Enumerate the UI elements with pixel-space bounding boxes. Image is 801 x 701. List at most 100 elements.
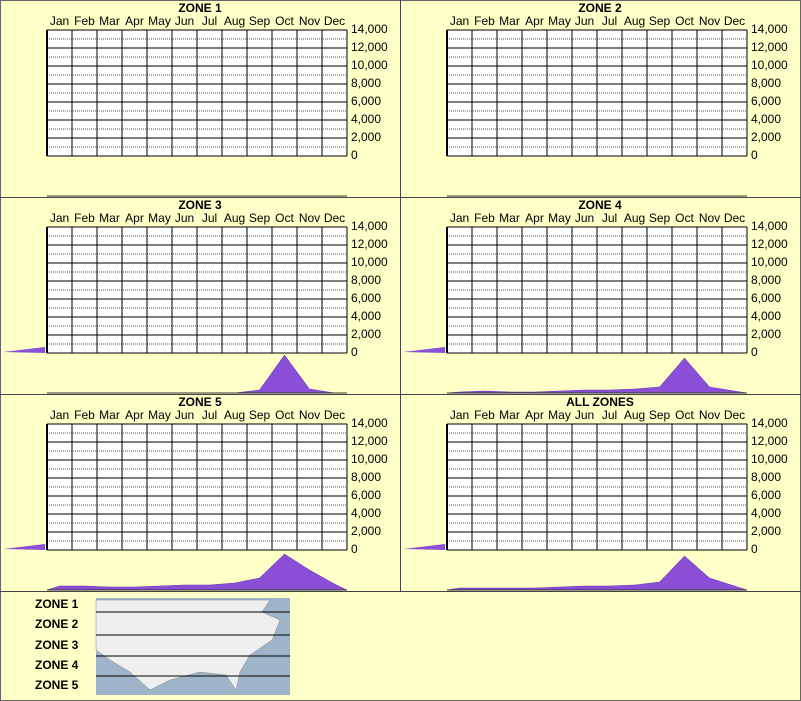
y-tick-label: 4,000 bbox=[751, 112, 781, 126]
chart-title: ZONE 1 bbox=[178, 1, 222, 15]
y-tick-label: 4,000 bbox=[751, 309, 781, 323]
x-tick-label: Nov bbox=[699, 211, 720, 225]
x-tick-label: Jun bbox=[175, 211, 194, 225]
distribution-area bbox=[47, 354, 347, 394]
y-tick-label: 10,000 bbox=[751, 255, 788, 269]
y-tick-label: 8,000 bbox=[351, 76, 381, 90]
y-tick-label: 6,000 bbox=[751, 94, 781, 108]
y-tick-label: 10,000 bbox=[751, 58, 788, 72]
distribution-area bbox=[446, 555, 748, 591]
x-tick-label: Jul bbox=[602, 14, 617, 28]
x-tick-label: Mar bbox=[99, 408, 120, 422]
y-tick-label: 8,000 bbox=[751, 273, 781, 287]
x-tick-label: Nov bbox=[299, 408, 320, 422]
x-tick-label: Apr bbox=[525, 14, 544, 28]
x-tick-label: May bbox=[548, 14, 571, 28]
legend-label: ZONE 5 bbox=[35, 678, 79, 692]
y-tick-label: 10,000 bbox=[351, 58, 388, 72]
x-tick-label: Sep bbox=[649, 408, 671, 422]
x-tick-label: Dec bbox=[324, 408, 345, 422]
x-tick-label: Mar bbox=[499, 14, 520, 28]
x-tick-label: Nov bbox=[299, 14, 320, 28]
x-tick-label: Nov bbox=[699, 408, 720, 422]
x-tick-label: Feb bbox=[474, 211, 495, 225]
x-tick-label: Oct bbox=[275, 211, 294, 225]
x-tick-label: Jan bbox=[450, 211, 469, 225]
y-tick-label: 6,000 bbox=[751, 488, 781, 502]
x-tick-label: Jul bbox=[602, 408, 617, 422]
x-tick-label: Feb bbox=[474, 408, 495, 422]
y-tick-label: 2,000 bbox=[351, 130, 381, 144]
y-tick-label: 14,000 bbox=[351, 22, 388, 36]
legend-label: ZONE 4 bbox=[35, 658, 79, 672]
x-tick-label: Sep bbox=[649, 14, 671, 28]
y-tick-label: 4,000 bbox=[751, 506, 781, 520]
left-wedge bbox=[3, 347, 45, 353]
x-tick-label: Jun bbox=[175, 408, 194, 422]
y-tick-label: 12,000 bbox=[351, 237, 388, 251]
x-tick-label: Jul bbox=[602, 211, 617, 225]
y-tick-label: 2,000 bbox=[751, 524, 781, 538]
y-tick-label: 0 bbox=[751, 542, 758, 556]
x-tick-label: Apr bbox=[125, 14, 144, 28]
y-tick-label: 4,000 bbox=[351, 112, 381, 126]
x-tick-label: Oct bbox=[275, 14, 294, 28]
x-tick-label: Jan bbox=[50, 408, 69, 422]
y-tick-label: 0 bbox=[351, 542, 358, 556]
legend-label: ZONE 2 bbox=[35, 617, 79, 631]
x-tick-label: Dec bbox=[724, 211, 745, 225]
x-tick-label: Oct bbox=[275, 408, 294, 422]
x-tick-label: Mar bbox=[99, 14, 120, 28]
x-tick-label: Nov bbox=[299, 211, 320, 225]
x-tick-label: Jun bbox=[575, 408, 594, 422]
y-tick-label: 0 bbox=[751, 148, 758, 162]
x-tick-label: Aug bbox=[224, 408, 245, 422]
x-tick-label: Sep bbox=[249, 14, 271, 28]
y-tick-label: 8,000 bbox=[351, 273, 381, 287]
y-tick-label: 6,000 bbox=[351, 291, 381, 305]
x-tick-label: Mar bbox=[499, 211, 520, 225]
x-tick-label: Oct bbox=[675, 14, 694, 28]
y-tick-label: 0 bbox=[751, 345, 758, 359]
y-tick-label: 6,000 bbox=[351, 94, 381, 108]
y-tick-label: 2,000 bbox=[751, 327, 781, 341]
x-tick-label: Jan bbox=[50, 211, 69, 225]
x-tick-label: May bbox=[548, 211, 571, 225]
x-tick-label: Dec bbox=[724, 408, 745, 422]
x-tick-label: Feb bbox=[74, 408, 95, 422]
x-tick-label: Oct bbox=[675, 211, 694, 225]
y-tick-label: 2,000 bbox=[351, 524, 381, 538]
x-tick-label: Apr bbox=[125, 408, 144, 422]
x-tick-label: Jun bbox=[175, 14, 194, 28]
y-tick-label: 2,000 bbox=[751, 130, 781, 144]
x-tick-label: Aug bbox=[624, 211, 645, 225]
y-tick-label: 6,000 bbox=[351, 488, 381, 502]
x-tick-label: Feb bbox=[74, 14, 95, 28]
y-tick-label: 12,000 bbox=[351, 40, 388, 54]
y-tick-label: 6,000 bbox=[751, 291, 781, 305]
x-tick-label: Jan bbox=[50, 14, 69, 28]
x-tick-label: Feb bbox=[474, 14, 495, 28]
y-tick-label: 12,000 bbox=[751, 434, 788, 448]
x-tick-label: Aug bbox=[224, 14, 245, 28]
x-tick-label: Apr bbox=[125, 211, 144, 225]
y-tick-label: 8,000 bbox=[351, 470, 381, 484]
x-tick-label: Jan bbox=[450, 408, 469, 422]
x-tick-label: Jan bbox=[450, 14, 469, 28]
x-tick-label: Oct bbox=[675, 408, 694, 422]
x-tick-label: Jul bbox=[202, 14, 217, 28]
y-tick-label: 14,000 bbox=[351, 219, 388, 233]
x-tick-label: Sep bbox=[249, 408, 271, 422]
y-tick-label: 0 bbox=[351, 345, 358, 359]
x-tick-label: Apr bbox=[525, 408, 544, 422]
left-wedge bbox=[403, 347, 445, 353]
x-tick-label: Jul bbox=[202, 211, 217, 225]
y-tick-label: 12,000 bbox=[751, 40, 788, 54]
chart-title: ZONE 5 bbox=[178, 395, 222, 409]
y-tick-label: 8,000 bbox=[751, 76, 781, 90]
x-tick-label: Mar bbox=[499, 408, 520, 422]
y-tick-label: 14,000 bbox=[351, 416, 388, 430]
chart-title: ALL ZONES bbox=[566, 395, 634, 409]
x-tick-label: May bbox=[148, 408, 171, 422]
y-tick-label: 14,000 bbox=[751, 219, 788, 233]
